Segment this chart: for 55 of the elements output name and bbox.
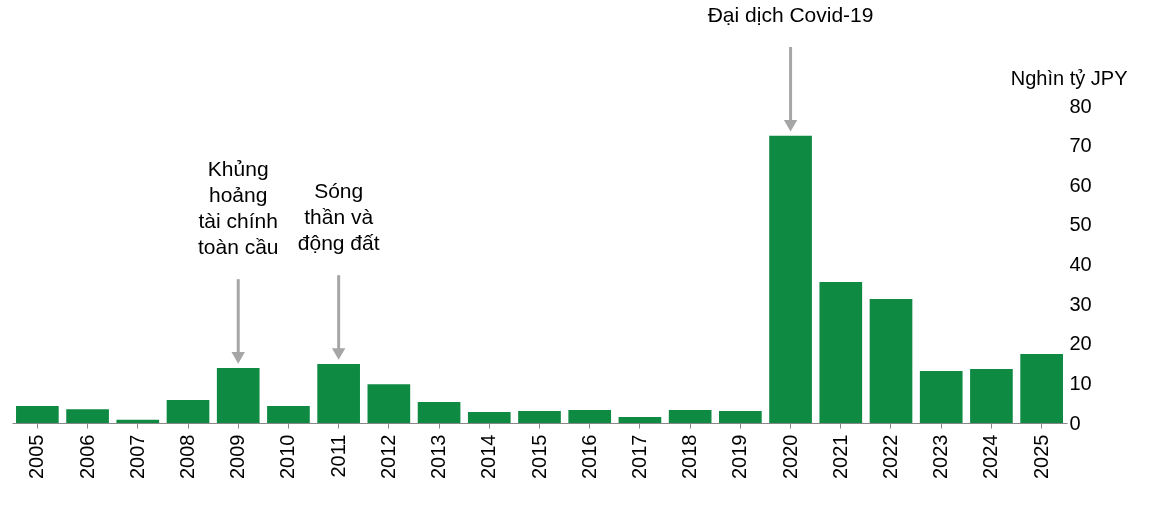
bar: [719, 411, 762, 423]
bar: [919, 371, 963, 423]
x-tick-label: 2005: [25, 434, 48, 479]
bar: [467, 411, 511, 423]
bar: [267, 405, 310, 423]
bar: [116, 419, 160, 423]
annotation: Sóng thần và động đất: [297, 179, 380, 255]
x-tick-label: 2008: [176, 434, 198, 479]
y-tick-label: 50: [1069, 213, 1092, 236]
bar: [216, 367, 260, 423]
x-tick-label: 2013: [427, 434, 450, 479]
bar: [518, 411, 561, 423]
x-tick-label: 2016: [577, 434, 600, 479]
x-tick-label: 2022: [879, 434, 901, 479]
x-tick-label: 2012: [376, 434, 399, 479]
x-tick-label: 2024: [979, 434, 1002, 479]
bar: [1020, 354, 1063, 423]
bar: [869, 298, 913, 423]
bar: [367, 384, 411, 423]
x-tick-label: 2007: [125, 434, 148, 479]
y-tick-label: 10: [1069, 371, 1092, 394]
x-tick-label: 2010: [276, 434, 299, 479]
bar: [819, 281, 863, 423]
y-tick-label: 20: [1069, 332, 1092, 355]
bar: [166, 400, 210, 423]
bar: [16, 405, 59, 423]
x-tick-label: 2015: [527, 434, 550, 479]
y-tick-label: 40: [1069, 253, 1092, 275]
x-tick-label: 2009: [226, 434, 249, 479]
x-tick-label: 2017: [627, 434, 650, 479]
y-tick-label: 70: [1069, 134, 1092, 157]
x-tick-label: 2006: [75, 434, 98, 479]
bar: [668, 409, 712, 423]
x-tick-label: 2025: [1029, 434, 1052, 479]
annotation: Đại dịch Covid-19: [707, 2, 874, 26]
bar: [417, 402, 461, 423]
x-tick-label: 2021: [828, 434, 851, 479]
y-tick-label: 60: [1069, 173, 1092, 196]
y-tick-label: 80: [1069, 94, 1092, 117]
y-tick-label: 0: [1069, 411, 1081, 434]
y-axis-title: Nghìn tỷ JPY: [1010, 66, 1128, 89]
bar: [970, 369, 1013, 423]
x-tick-label: 2018: [678, 434, 701, 479]
x-tick-label: 2014: [477, 434, 500, 479]
bar: [568, 409, 612, 423]
y-tick-label: 30: [1069, 292, 1092, 315]
x-tick-label: 2023: [929, 434, 952, 479]
bar: [317, 363, 360, 423]
bar: [66, 409, 109, 423]
bar: [769, 135, 812, 423]
bar: [618, 417, 662, 423]
annotation: Khủng hoảng tài chính toàn cầu: [197, 157, 279, 259]
x-tick-label: 2020: [778, 434, 801, 479]
x-tick-label: 2019: [728, 434, 751, 479]
x-tick-label: 2011: [326, 434, 349, 478]
